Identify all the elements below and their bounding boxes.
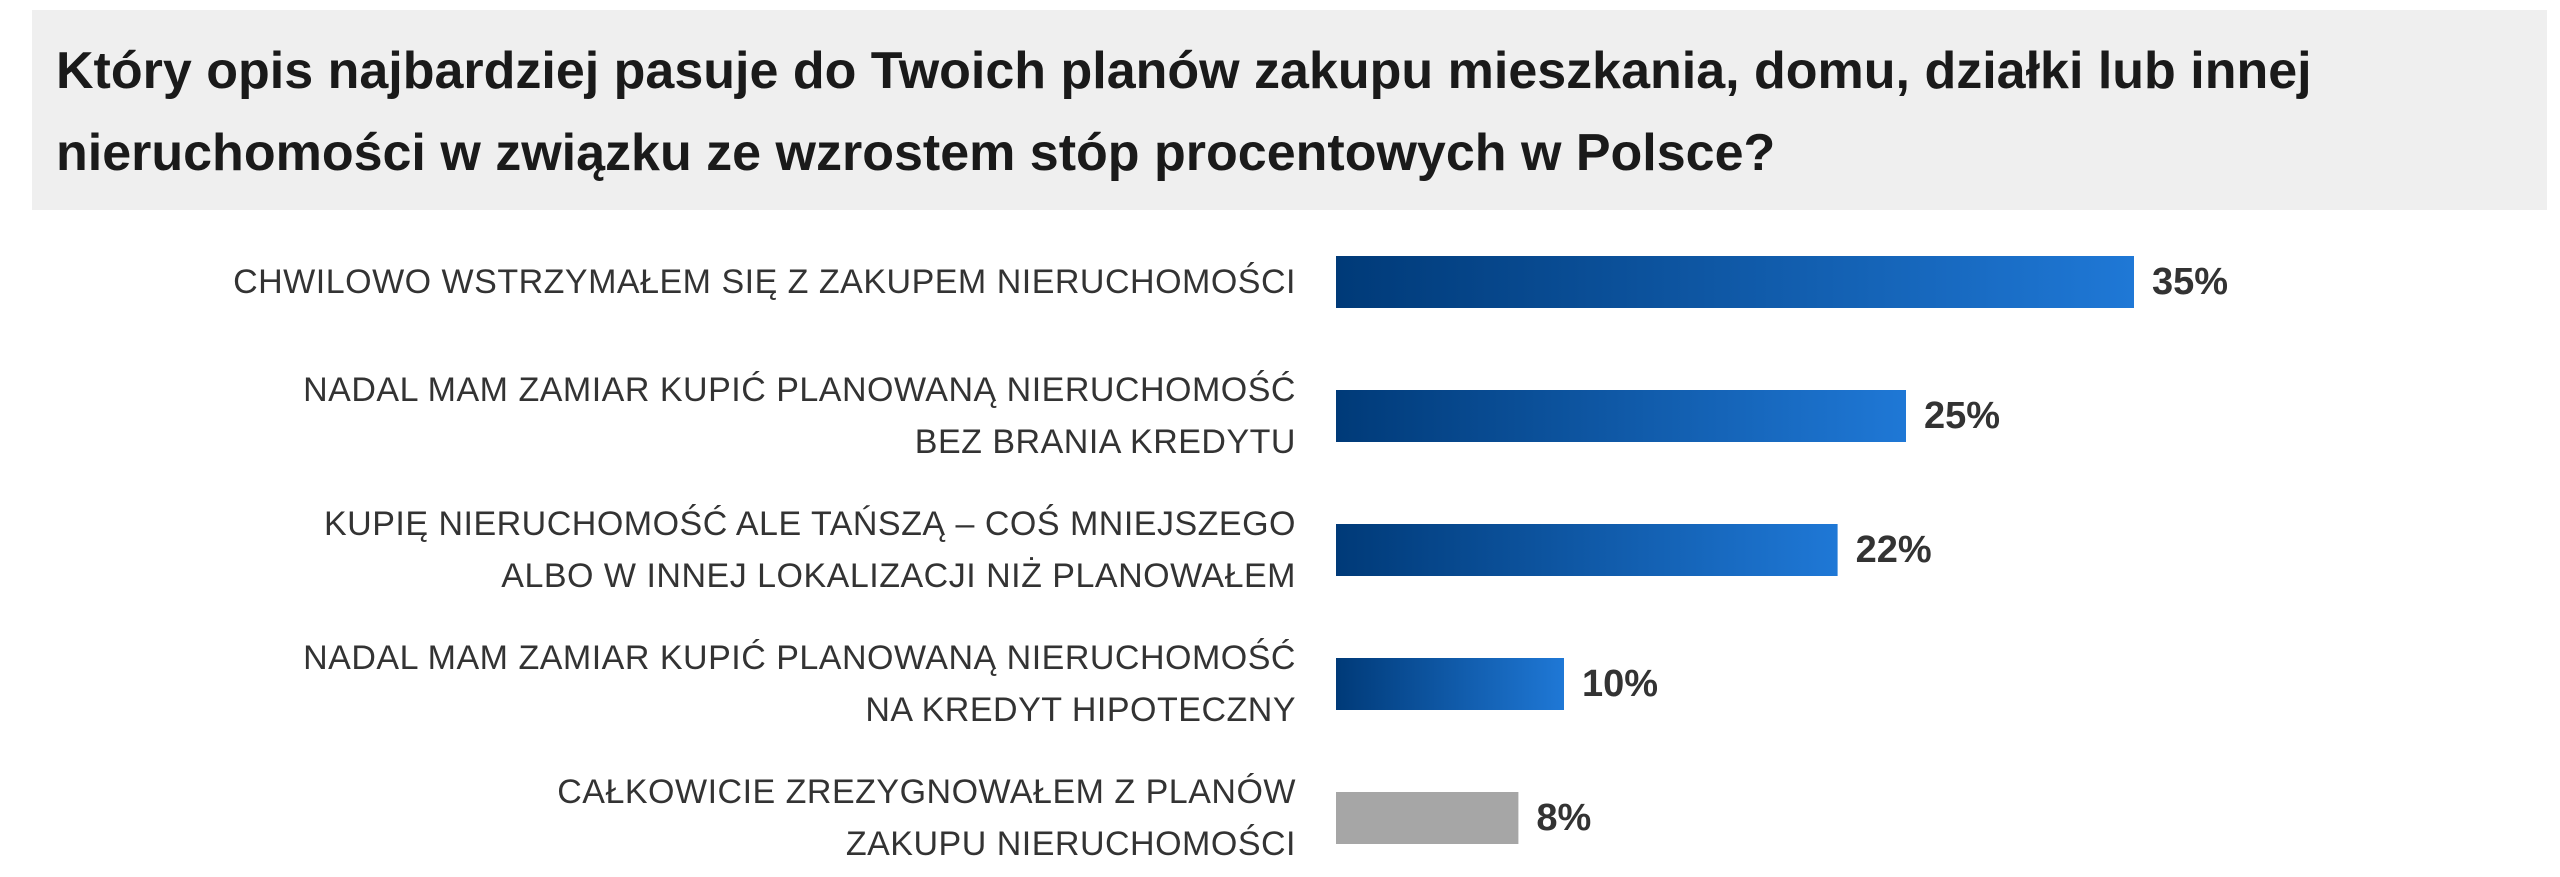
bar-1 — [1336, 256, 2134, 308]
category-label-2-line-2: BEZ BRANIA KREDYTU — [915, 423, 1296, 461]
chart-title: Który opis najbardziej pasuje do Twoich … — [56, 30, 2536, 194]
bar-5 — [1336, 792, 1519, 844]
category-label-4-line-2: NA KREDYT HIPOTECZNY — [865, 691, 1296, 729]
chart-title-line-1: Który opis najbardziej pasuje do Twoich … — [56, 42, 2312, 100]
category-label-5-line-2: ZAKUPU NIERUCHOMOŚCI — [846, 824, 1296, 863]
value-label-5: 8% — [1536, 797, 1591, 839]
value-label-2: 25% — [1924, 395, 2000, 437]
value-label-1: 35% — [2152, 261, 2228, 303]
bars-group: 35% CHWILOWO WSTRZYMAŁEM SIĘ Z ZAKUPEM NI… — [233, 256, 2228, 863]
title-band — [32, 10, 2547, 210]
bar-2 — [1336, 390, 1906, 442]
category-label-3-line-1: KUPIĘ NIERUCHOMOŚĆ ALE TAŃSZĄ – COŚ MNIE… — [324, 504, 1296, 543]
category-label-5-line-1: CAŁKOWICIE ZREZYGNOWAŁEM Z PLANÓW — [557, 773, 1296, 811]
value-label-3: 22% — [1856, 529, 1932, 571]
category-label-3-line-2: ALBO W INNEJ LOKALIZACJI NIŻ PLANOWAŁEM — [501, 557, 1296, 595]
category-label-2-line-1: NADAL MAM ZAMIAR KUPIĆ PLANOWANĄ NIERUCH… — [303, 370, 1296, 409]
value-label-4: 10% — [1582, 663, 1658, 705]
category-label-1-line-1: CHWILOWO WSTRZYMAŁEM SIĘ Z ZAKUPEM NIERU… — [233, 262, 1296, 301]
bar-3 — [1336, 524, 1838, 576]
chart-title-line-2: nieruchomości w związku ze wzrostem stóp… — [56, 124, 1776, 182]
category-label-4-line-1: NADAL MAM ZAMIAR KUPIĆ PLANOWANĄ NIERUCH… — [303, 638, 1296, 677]
bar-4 — [1336, 658, 1564, 710]
